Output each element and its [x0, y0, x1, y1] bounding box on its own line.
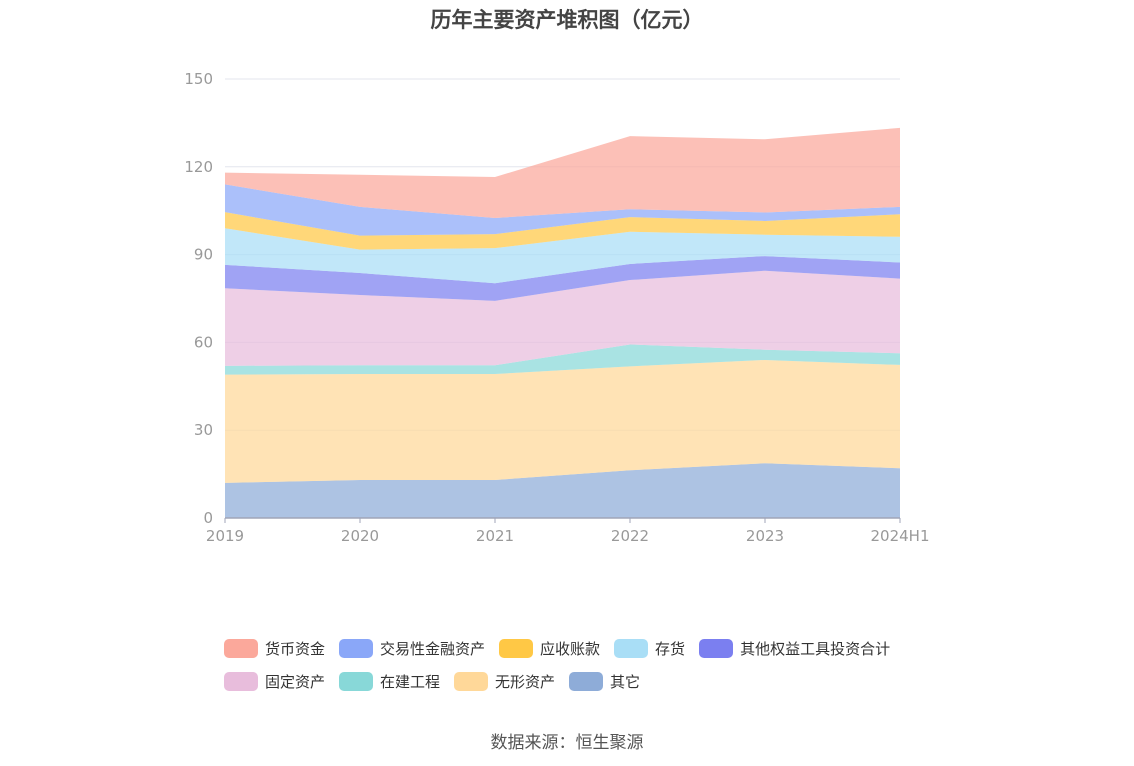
area-series-3[interactable] [225, 270, 900, 366]
legend-item[interactable]: 其它 [569, 671, 640, 692]
y-tick-label: 150 [184, 70, 213, 88]
x-tick-label: 2020 [341, 527, 379, 545]
legend-item[interactable]: 固定资产 [224, 671, 325, 692]
legend-swatch [614, 639, 649, 658]
area-series-8[interactable] [225, 127, 900, 219]
legend-item[interactable]: 在建工程 [339, 671, 440, 692]
legend-label: 存货 [655, 640, 686, 658]
area-series-2[interactable] [225, 344, 900, 375]
y-tick-label: 0 [203, 509, 213, 527]
area-series [225, 127, 900, 518]
y-tick-label: 60 [194, 333, 213, 351]
legend-item[interactable]: 交易性金融资产 [339, 638, 485, 659]
legend-swatch [339, 639, 374, 658]
legend-label: 应收账款 [540, 640, 601, 658]
area-series-5[interactable] [225, 228, 900, 284]
area-series-7[interactable] [225, 184, 900, 236]
area-series-0[interactable] [225, 463, 900, 518]
area-series-6[interactable] [225, 212, 900, 250]
legend-item[interactable]: 应收账款 [499, 638, 600, 659]
x-tick-label: 2024H1 [871, 527, 930, 545]
y-tick-label: 120 [184, 158, 213, 176]
chart-title: 历年主要资产堆积图（亿元） [430, 8, 704, 32]
legend-item[interactable]: 存货 [614, 638, 685, 659]
legend-item[interactable]: 无形资产 [454, 671, 555, 692]
area-series-1[interactable] [225, 359, 900, 483]
legend-label: 交易性金融资产 [380, 640, 486, 658]
axes: 0 30 60 90 120 150 2019 2020 2021 2022 2023 2024H1 [184, 70, 929, 545]
legend-label: 在建工程 [380, 673, 441, 691]
y-tick-label: 30 [194, 421, 213, 439]
legend-item[interactable]: 其他权益工具投资合计 [699, 638, 890, 659]
legend-swatch [339, 672, 374, 691]
legend-swatch [699, 639, 734, 658]
legend: 货币资金 交易性金融资产 应收账款 存货 其他权益工具投资合计 固定资产 在建工程 无形资产… [224, 632, 944, 698]
x-tick-label: 2023 [746, 527, 784, 545]
legend-row: 货币资金 交易性金融资产 应收账款 存货 其他权益工具投资合计 [224, 632, 944, 665]
legend-swatch [499, 639, 534, 658]
source-note: 数据来源：恒生聚源 [490, 733, 644, 753]
legend-label: 货币资金 [265, 640, 326, 658]
legend-label: 其它 [610, 673, 641, 691]
stacked-area-chart: 0 30 60 90 120 150 2019 2020 2021 2022 2023 2024H1 [184, 70, 929, 545]
legend-row: 固定资产 在建工程 无形资产 其它 [224, 665, 944, 698]
legend-label: 无形资产 [495, 673, 556, 691]
legend-item[interactable]: 货币资金 [224, 638, 325, 659]
legend-swatch [454, 672, 489, 691]
area-series-4[interactable] [225, 256, 900, 301]
x-tick-label: 2021 [476, 527, 514, 545]
x-tick-label: 2022 [611, 527, 649, 545]
legend-swatch [224, 639, 258, 658]
x-tick-label: 2019 [206, 527, 244, 545]
legend-swatch [569, 672, 604, 691]
legend-label: 其他权益工具投资合计 [740, 640, 891, 658]
y-tick-label: 90 [194, 246, 213, 264]
legend-swatch [224, 672, 258, 691]
legend-label: 固定资产 [265, 673, 326, 691]
